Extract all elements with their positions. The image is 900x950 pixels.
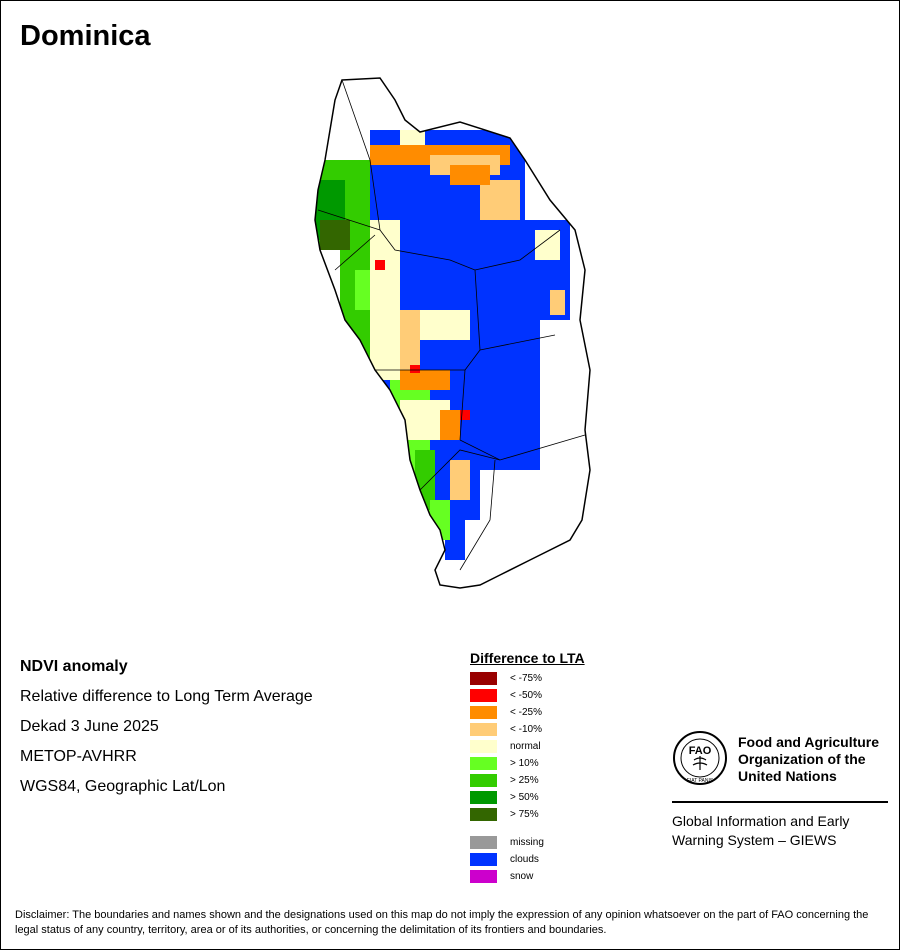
legend-label: < -75% (510, 672, 542, 684)
fao-logo-text: FAO (689, 745, 712, 757)
legend-item: > 25% (470, 773, 539, 787)
fao-logo-icon: FAO FIAT PANIS (673, 731, 727, 785)
legend-swatch (470, 688, 497, 702)
giews-name: Global Information and Early Warning Sys… (672, 812, 892, 850)
legend-item: > 10% (470, 756, 539, 770)
legend-label: < -25% (510, 706, 542, 718)
legend-label: < -50% (510, 689, 542, 701)
legend-item: < -75% (470, 671, 542, 685)
legend-swatch (470, 807, 497, 821)
giews-line1: Global Information and Early (672, 813, 850, 829)
legend-label: clouds (510, 853, 539, 865)
ndvi-raster (315, 130, 590, 588)
island-outline (314, 77, 591, 589)
legend-item: > 75% (470, 807, 539, 821)
legend-label: > 50% (510, 791, 539, 803)
disclaimer: Disclaimer: The boundaries and names sho… (15, 909, 869, 936)
legend-swatch (470, 835, 497, 849)
map-info: NDVI anomaly Relative difference to Long… (20, 656, 313, 806)
legend-item: < -10% (470, 722, 542, 736)
legend-item: > 50% (470, 790, 539, 804)
map-title: Dominica (20, 20, 151, 52)
legend-label: missing (510, 836, 544, 848)
legend-item: snow (470, 869, 533, 883)
legend-title: Difference to LTA (470, 650, 585, 666)
fao-name-line2: Organization of the (738, 751, 866, 767)
legend-item: missing (470, 835, 544, 849)
legend-label: > 25% (510, 774, 539, 786)
legend-swatch (470, 739, 497, 753)
legend-swatch (470, 790, 497, 804)
legend-label: snow (510, 870, 534, 882)
island-map (314, 77, 591, 589)
legend-swatch (470, 705, 497, 719)
legend-swatch (470, 869, 497, 883)
fao-name: Food and Agriculture Organization of the… (738, 734, 879, 785)
legend-item: < -25% (470, 705, 542, 719)
legend-label: > 10% (510, 757, 539, 769)
legend-swatch (470, 756, 497, 770)
legend-swatch (470, 722, 497, 736)
legend-item: normal (470, 739, 541, 753)
fao-name-line3: United Nations (738, 768, 837, 784)
legend: Difference to LTA < -75% < -50% < -25% < -1… (470, 650, 660, 883)
fao-divider (672, 801, 888, 803)
legend-item: < -50% (470, 688, 542, 702)
giews-line2: Warning System – GIEWS (672, 832, 837, 848)
legend-swatch (470, 852, 497, 866)
legend-label: normal (510, 740, 541, 752)
legend-label: > 75% (510, 808, 539, 820)
legend-swatch (470, 773, 497, 787)
fao-name-line1: Food and Agriculture (738, 734, 880, 750)
legend-item: clouds (470, 852, 539, 866)
projection: WGS84, Geographic Lat/Lon (20, 778, 226, 795)
parish-boundaries (317, 79, 586, 571)
sensor: METOP-AVHRR (20, 748, 137, 765)
legend-label: < -10% (510, 723, 542, 735)
legend-swatch (470, 671, 497, 685)
product-description: Relative difference to Long Term Average (20, 688, 313, 705)
fao-motto: FIAT PANIS (687, 778, 714, 784)
product-name: NDVI anomaly (20, 658, 128, 675)
period: Dekad 3 June 2025 (20, 718, 159, 735)
